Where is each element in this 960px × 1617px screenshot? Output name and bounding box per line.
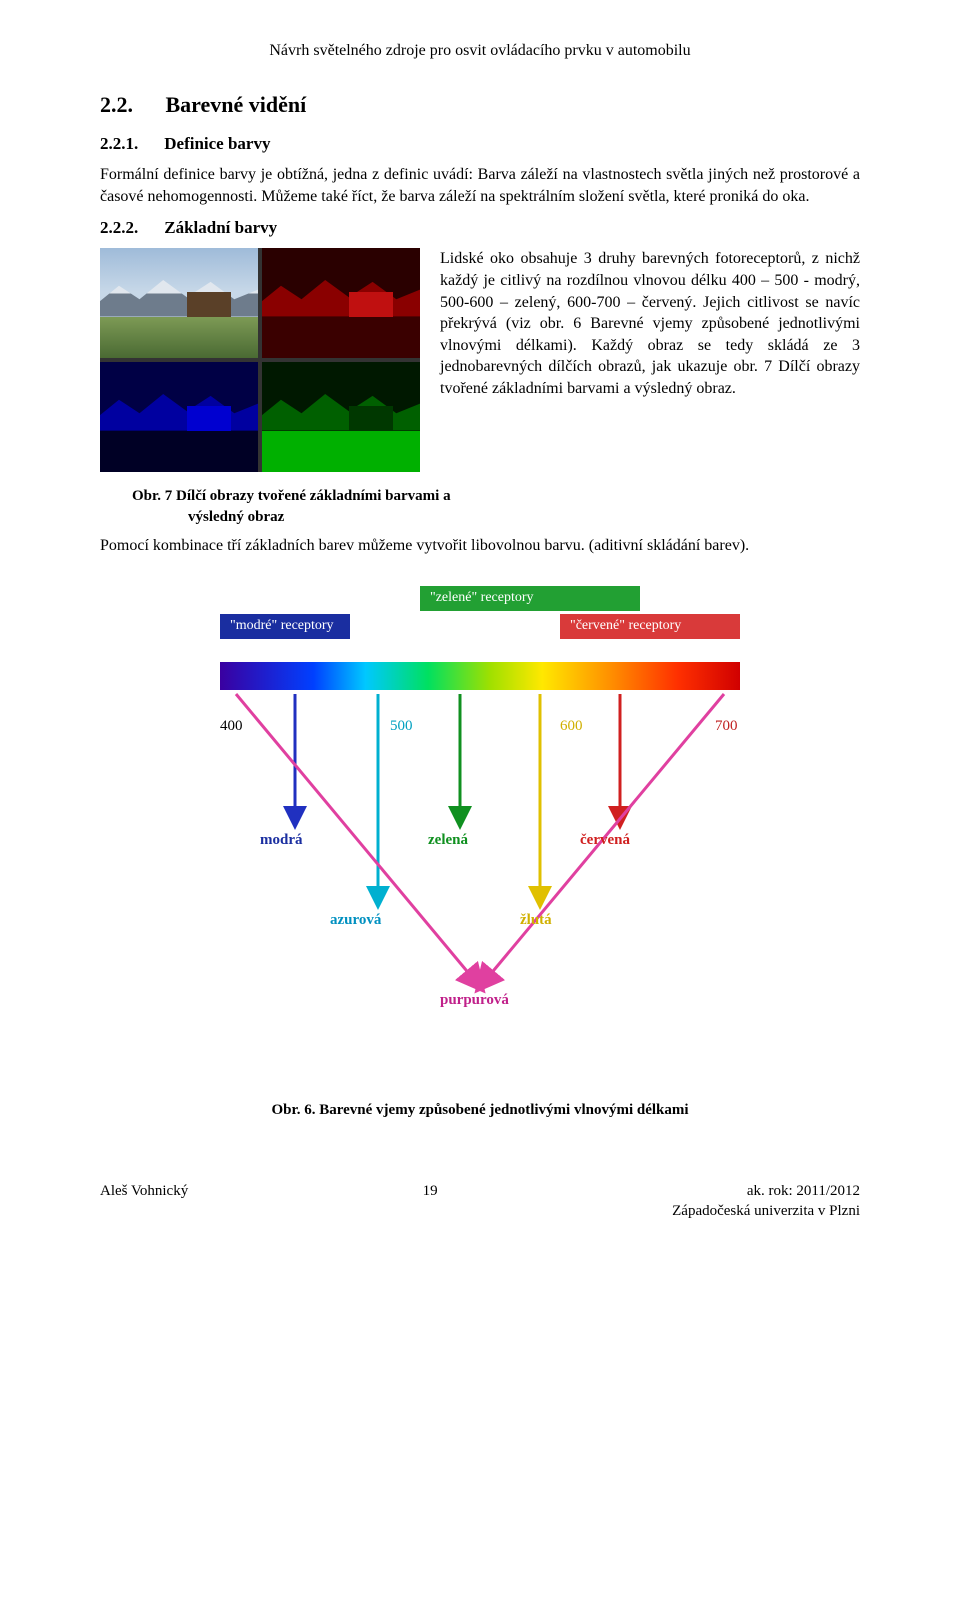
footer-page-number: 19 [423,1181,438,1222]
tile-red-channel [262,248,420,358]
page-footer: Aleš Vohnický 19 ak. rok: 2011/2012 Zápa… [100,1181,860,1222]
footer-author: Aleš Vohnický [100,1181,188,1222]
figure-7-block: Lidské oko obsahuje 3 druhy barevných fo… [100,248,860,472]
color-name-label: žlutá [520,910,552,930]
figure-6-caption: Obr. 6. Barevné vjemy způsobené jednotli… [100,1100,860,1120]
diagram-svg [160,572,800,1092]
paragraph-basic-colors: Lidské oko obsahuje 3 druhy barevných fo… [440,248,860,399]
heading-2-2-2: 2.2.2. Základní barvy [100,217,860,240]
spectrum-bar [220,662,740,690]
color-name-label: modrá [260,830,303,850]
heading-number: 2.2.1. [100,133,160,156]
footer-academic-year: ak. rok: 2011/2012 [747,1183,860,1199]
heading-2-2-1: 2.2.1. Definice barvy [100,133,860,156]
paragraph-definition: Formální definice barvy je obtížná, jedn… [100,164,860,207]
tile-blue-channel [100,362,258,472]
heading-text: Barevné vidění [166,92,307,117]
color-name-label: azurová [330,910,381,930]
color-name-label: červená [580,830,630,850]
running-header: Návrh světelného zdroje pro osvit ovláda… [100,40,860,62]
figure-6-diagram: "modré" receptory "zelené" receptory "če… [160,572,800,1092]
receptor-box-blue: "modré" receptory [220,614,350,639]
heading-2-2: 2.2. Barevné vidění [100,90,860,120]
footer-university: Západočeská univerzita v Plzni [672,1203,860,1219]
wavelength-label: 600 [560,716,583,736]
heading-number: 2.2.2. [100,217,160,240]
receptor-box-green: "zelené" receptory [420,586,640,611]
heading-text: Základní barvy [164,218,277,237]
figure-7-quad-image [100,248,420,472]
color-name-label: zelená [428,830,468,850]
tile-full-color [100,248,258,358]
color-name-label: purpurová [440,990,509,1010]
tile-green-channel [262,362,420,472]
heading-number: 2.2. [100,90,160,120]
wavelength-label: 400 [220,716,243,736]
paragraph-combination: Pomocí kombinace tří základních barev mů… [100,535,860,557]
receptor-box-red: "červené" receptory [560,614,740,639]
wavelength-label: 500 [390,716,413,736]
heading-text: Definice barvy [164,134,270,153]
wavelength-label: 700 [715,716,738,736]
figure-7-caption: Obr. 7 Dílčí obrazy tvořené základními b… [132,486,492,527]
